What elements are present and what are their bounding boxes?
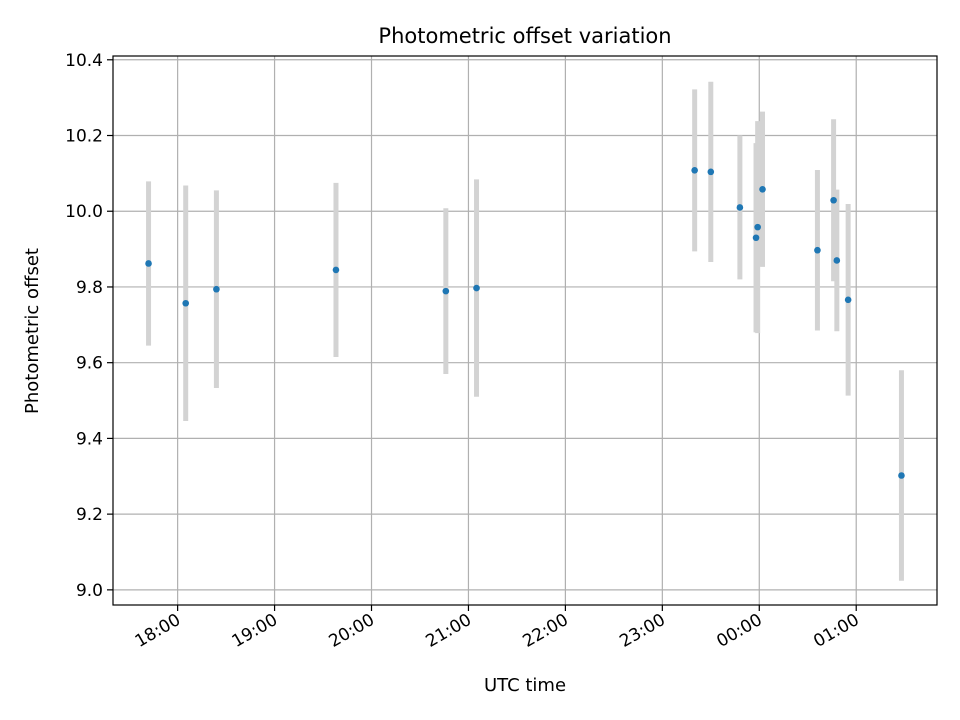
data-point (473, 284, 480, 292)
data-point (707, 168, 715, 176)
chart-title: Photometric offset variation (378, 24, 671, 48)
x-tick-label: 19:00 (229, 610, 281, 652)
y-tick-label: 9.2 (76, 505, 103, 525)
data-point (814, 246, 821, 254)
x-tick-label: 22:00 (519, 610, 571, 652)
y-tick-label: 9.6 (76, 354, 103, 374)
data-point (752, 234, 760, 242)
x-tick-label: 21:00 (423, 610, 475, 652)
data-point (833, 257, 841, 264)
data-point (898, 472, 905, 479)
y-tick-label: 9.8 (76, 278, 103, 298)
data-point (691, 167, 698, 174)
x-tick-label: 23:00 (616, 610, 668, 652)
data-point (736, 204, 744, 211)
data-point (442, 287, 450, 295)
x-axis-title: UTC time (484, 675, 566, 696)
data-point (759, 185, 766, 193)
grid (113, 56, 937, 605)
data-point (145, 260, 152, 267)
data-points (145, 167, 905, 479)
x-tick-label: 00:00 (713, 610, 765, 652)
plot-frame (112, 55, 938, 606)
data-point (754, 223, 761, 231)
x-tick-label: 20:00 (326, 610, 378, 652)
y-tick-label: 9.0 (76, 581, 103, 601)
x-tick-label: 01:00 (810, 610, 862, 652)
data-point (182, 299, 190, 307)
x-tick-label: 18:00 (132, 610, 184, 652)
y-axis-ticks: 9.0 9.2 9.4 9.6 9.8 10.0 10.2 10.4 (65, 51, 113, 601)
y-axis-title: Photometric offset (22, 248, 43, 414)
y-tick-label: 10.0 (65, 202, 103, 222)
data-point (213, 285, 220, 293)
data-point (844, 296, 852, 304)
error-bars (146, 81, 904, 581)
data-point (332, 266, 340, 274)
y-tick-label: 9.4 (76, 429, 103, 449)
data-point (830, 196, 837, 204)
y-tick-label: 10.2 (65, 127, 103, 147)
y-tick-label: 10.4 (65, 51, 103, 71)
x-axis-ticks: 18:00 19:00 20:00 21:00 22:00 23:00 00:00 01:00 (132, 605, 863, 652)
